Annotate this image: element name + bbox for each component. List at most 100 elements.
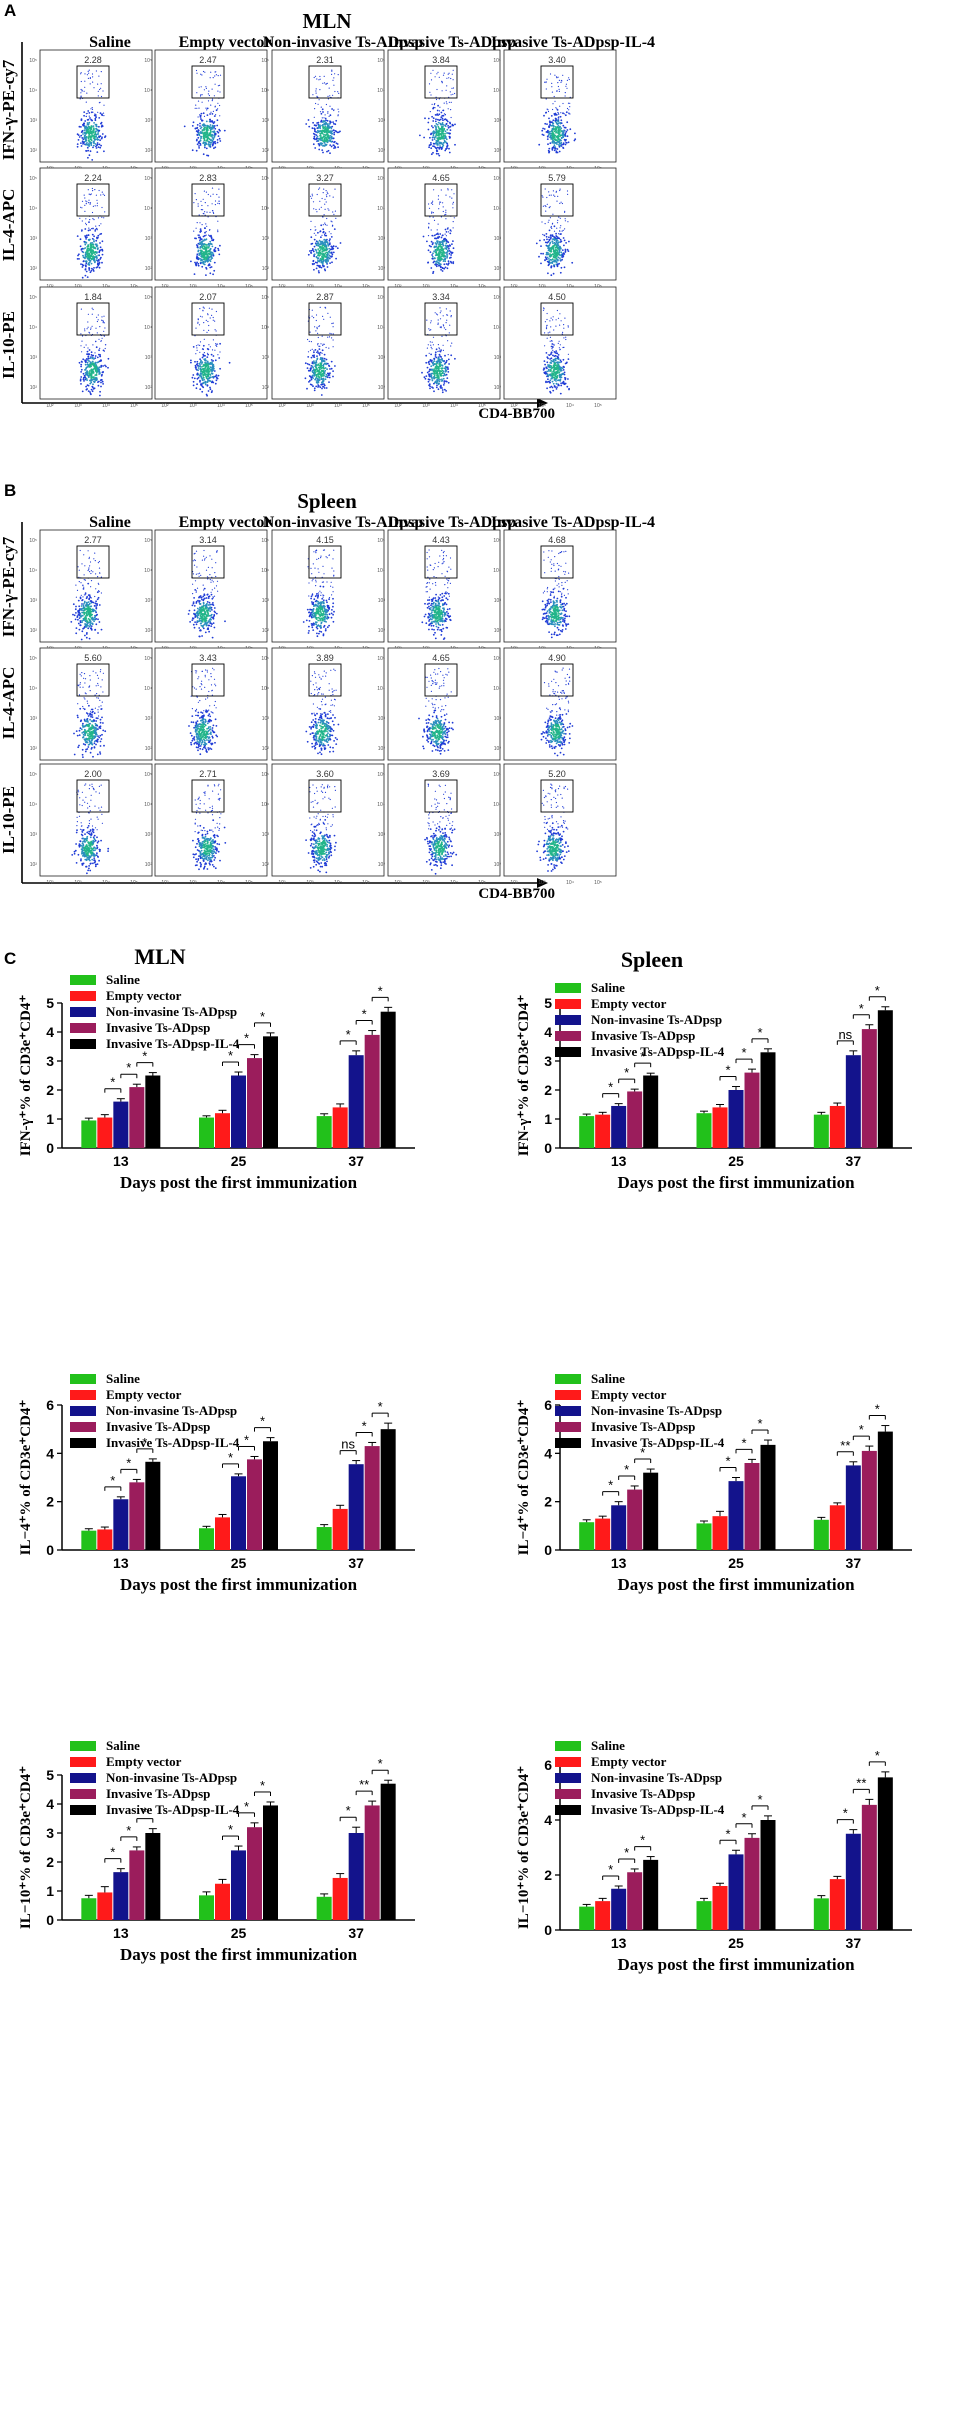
flow-event-dot — [87, 131, 90, 134]
flow-event-dot — [433, 136, 436, 139]
flow-event-dot — [547, 109, 549, 111]
flow-event-dot — [80, 92, 82, 94]
flow-event-dot — [556, 227, 558, 229]
flow-event-dot — [564, 143, 567, 146]
flow-event-dot — [196, 246, 199, 249]
flow-event-dot — [542, 196, 544, 198]
flow-event-dot — [94, 355, 97, 357]
flow-event-dot — [324, 117, 327, 120]
flow-event-dot — [319, 362, 322, 365]
flow-event-dot — [322, 216, 324, 218]
flow-event-dot — [82, 254, 84, 257]
flow-event-dot — [540, 245, 542, 248]
flow-event-dot — [206, 250, 209, 253]
flow-event-dot — [95, 243, 98, 246]
flow-event-dot — [436, 73, 438, 75]
flow-event-dot — [88, 239, 90, 242]
gate-percentage: 2.31 — [316, 55, 334, 65]
flow-event-dot — [546, 251, 549, 254]
flow-x-tick: 10³ — [538, 403, 546, 409]
flow-event-dot — [89, 243, 92, 246]
flow-event-dot — [100, 364, 103, 367]
flow-event-dot — [322, 231, 325, 234]
flow-event-dot — [78, 136, 81, 138]
flow-event-dot — [450, 94, 452, 96]
flow-event-dot — [321, 253, 324, 256]
flow-event-dot — [450, 315, 452, 317]
flow-event-dot — [436, 384, 438, 387]
flow-event-dot — [445, 245, 447, 247]
flow-event-dot — [564, 383, 566, 385]
flow-y-tick: 10⁵ — [377, 176, 385, 182]
flow-event-dot — [315, 319, 317, 322]
flow-event-dot — [200, 375, 203, 378]
panel-title-A: MLN — [303, 9, 352, 33]
flow-event-dot — [199, 115, 201, 117]
flow-event-dot — [83, 380, 85, 382]
flow-event-dot — [319, 245, 322, 248]
flow-plot-frame — [154, 49, 268, 163]
flow-event-dot — [78, 258, 80, 260]
flow-event-dot — [202, 368, 205, 371]
flow-event-dot — [559, 361, 561, 364]
flow-event-dot — [310, 195, 312, 197]
flow-event-dot — [211, 203, 213, 205]
flow-event-dot — [541, 195, 543, 197]
flow-event-dot — [99, 146, 102, 149]
flow-event-dot — [212, 127, 214, 130]
flow-event-dot — [448, 147, 450, 150]
flow-event-dot — [317, 352, 319, 354]
flow-event-dot — [100, 87, 102, 89]
flow-event-dot — [444, 130, 447, 133]
flow-event-dot — [91, 267, 93, 270]
flow-event-dot — [540, 262, 542, 265]
flow-event-dot — [98, 360, 101, 363]
flow-event-dot — [431, 348, 433, 350]
flow-event-dot — [445, 209, 447, 211]
flow-event-dot — [453, 193, 455, 195]
flow-event-dot — [200, 137, 202, 140]
flow-event-dot — [447, 108, 449, 110]
flow-event-dot — [433, 376, 435, 378]
flow-event-dot — [206, 356, 209, 358]
flow-event-dot — [204, 239, 207, 241]
flow-event-dot — [93, 387, 96, 390]
flow-event-dot — [557, 379, 560, 382]
flow-event-dot — [197, 234, 199, 236]
gate-percentage: 2.07 — [199, 292, 217, 302]
flow-event-dot — [450, 254, 452, 256]
flow-event-dot — [433, 360, 436, 362]
flow-event-dot — [447, 227, 449, 229]
flow-event-dot — [554, 112, 557, 115]
flow-event-dot — [437, 133, 440, 135]
flow-event-dot — [556, 77, 558, 79]
flow-event-dot — [437, 153, 440, 155]
flow-event-dot — [203, 358, 206, 361]
flow-event-dot — [202, 386, 205, 389]
flow-event-dot — [557, 137, 560, 140]
flow-event-dot — [425, 375, 428, 377]
flow-event-dot — [210, 128, 212, 131]
flow-event-dot — [564, 378, 567, 381]
flow-event-dot — [559, 189, 561, 192]
flow-event-dot — [208, 344, 210, 346]
flow-event-dot — [562, 229, 564, 231]
flow-event-dot — [430, 346, 432, 348]
flow-event-dot — [214, 200, 217, 202]
flow-event-dot — [98, 129, 100, 132]
flow-event-dot — [571, 261, 574, 264]
flow-event-dot — [331, 73, 333, 75]
flow-event-dot — [565, 141, 568, 144]
flow-event-dot — [540, 252, 542, 255]
flow-event-dot — [88, 72, 90, 74]
flow-event-dot — [564, 139, 567, 142]
flow-y-tick: 10⁵ — [29, 58, 37, 64]
flow-event-dot — [555, 232, 557, 235]
flow-event-dot — [545, 88, 547, 90]
flow-event-dot — [217, 247, 220, 250]
flow-event-dot — [335, 257, 337, 260]
flow-event-dot — [559, 105, 561, 107]
flow-event-dot — [194, 360, 196, 363]
flow-event-dot — [550, 266, 553, 269]
flow-event-dot — [318, 348, 321, 350]
